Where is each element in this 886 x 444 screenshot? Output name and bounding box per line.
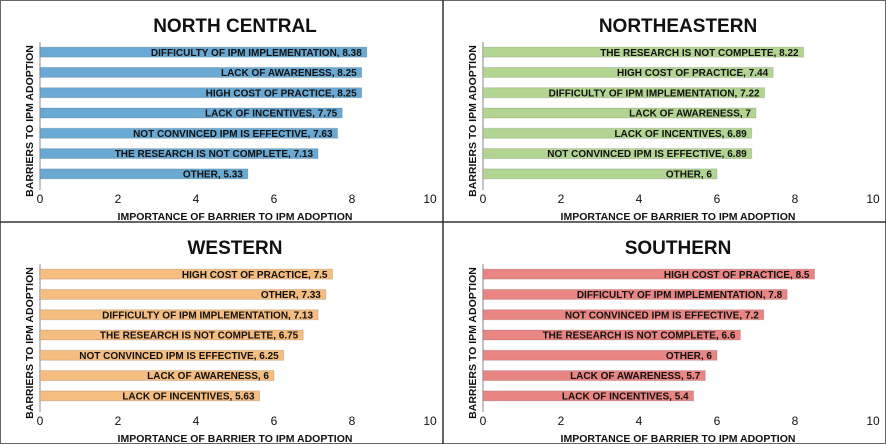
x-tick-label: 8 <box>349 414 356 428</box>
x-tick-label: 0 <box>480 192 487 206</box>
bar <box>39 309 319 321</box>
bar <box>482 370 706 382</box>
x-tick-label: 6 <box>271 192 278 206</box>
bar <box>482 268 815 280</box>
data-label: LACK OF INCENTIVES, 6.89 <box>614 129 747 140</box>
panel-title: NORTHEASTERN <box>599 16 757 37</box>
bar <box>482 46 805 58</box>
x-tick-label: 0 <box>37 414 44 428</box>
bar <box>39 148 319 160</box>
bar <box>39 127 339 139</box>
bar <box>482 168 718 180</box>
x-tick-label: 10 <box>866 414 880 428</box>
bar <box>39 107 343 119</box>
data-label: THE RESEARCH IS NOT COMPLETE, 8.22 <box>600 48 799 59</box>
x-axis-title: IMPORTANCE OF BARRIER TO IPM ADOPTION <box>561 433 796 444</box>
bar <box>482 148 753 160</box>
x-tick-label: 4 <box>193 192 200 206</box>
data-label: OTHER, 6 <box>666 169 713 180</box>
x-tick-label: 2 <box>558 192 565 206</box>
x-tick-label: 8 <box>792 414 799 428</box>
data-label: NOT CONVINCED IPM IS EFFECTIVE, 6.25 <box>79 351 279 362</box>
x-tick-label: 2 <box>115 414 122 428</box>
x-tick-label: 6 <box>714 414 721 428</box>
data-label: LACK OF AWARENESS, 8.25 <box>221 68 357 79</box>
data-label: THE RESEARCH IS NOT COMPLETE, 7.13 <box>115 149 314 160</box>
data-label: HIGH COST OF PRACTICE, 8.25 <box>206 88 358 99</box>
data-label: DIFFICULTY OF IPM IMPLEMENTATION, 7.8 <box>577 290 783 301</box>
data-label: LACK OF AWARENESS, 7 <box>629 109 751 120</box>
x-tick-label: 0 <box>37 192 44 206</box>
y-axis-title: BARRIERS TO IPM ADOPTION <box>24 267 36 419</box>
data-label: LACK OF AWARENESS, 6 <box>147 371 269 382</box>
x-tick-label: 8 <box>792 192 799 206</box>
x-tick-label: 10 <box>423 414 437 428</box>
y-axis-title: BARRIERS TO IPM ADOPTION <box>467 267 479 419</box>
data-label: NOT CONVINCED IPM IS EFFECTIVE, 7.2 <box>565 310 759 321</box>
bar <box>39 168 249 180</box>
data-label: NOT CONVINCED IPM IS EFFECTIVE, 6.89 <box>547 149 747 160</box>
data-label: HIGH COST OF PRACTICE, 8.5 <box>664 270 810 281</box>
bar <box>482 329 741 341</box>
bar <box>482 127 753 139</box>
bar <box>39 390 261 402</box>
data-label: HIGH COST OF PRACTICE, 7.5 <box>182 270 328 281</box>
bar <box>482 87 766 99</box>
data-label: LACK OF INCENTIVES, 7.75 <box>205 109 338 120</box>
data-label: THE RESEARCH IS NOT COMPLETE, 6.75 <box>100 331 299 342</box>
x-tick-label: 2 <box>558 414 565 428</box>
x-tick-label: 2 <box>115 192 122 206</box>
x-tick-label: 10 <box>866 192 880 206</box>
x-axis-title: IMPORTANCE OF BARRIER TO IPM ADOPTION <box>118 433 353 444</box>
panel-title: SOUTHERN <box>625 238 732 259</box>
bar <box>39 329 304 341</box>
bar <box>39 46 368 58</box>
data-label: THE RESEARCH IS NOT COMPLETE, 6.6 <box>543 331 736 342</box>
bar <box>39 349 285 361</box>
x-tick-label: 8 <box>349 192 356 206</box>
bar <box>482 390 695 402</box>
data-label: NOT CONVINCED IPM IS EFFECTIVE, 7.63 <box>133 129 333 140</box>
bar <box>482 66 774 78</box>
x-axis-title: IMPORTANCE OF BARRIER TO IPM ADOPTION <box>561 211 796 223</box>
data-label: LACK OF INCENTIVES, 5.4 <box>562 391 689 402</box>
bar <box>39 268 333 280</box>
x-tick-label: 0 <box>480 414 487 428</box>
bar <box>482 309 765 321</box>
bar <box>482 288 788 300</box>
data-label: HIGH COST OF PRACTICE, 7.44 <box>617 68 769 79</box>
x-tick-label: 6 <box>714 192 721 206</box>
y-axis-title: BARRIERS TO IPM ADOPTION <box>24 45 36 197</box>
panel-title: NORTH CENTRAL <box>153 16 317 37</box>
x-tick-label: 4 <box>193 414 200 428</box>
data-label: OTHER, 6 <box>666 351 713 362</box>
bar <box>482 107 757 119</box>
bar <box>482 349 718 361</box>
x-tick-label: 10 <box>423 192 437 206</box>
x-tick-label: 4 <box>636 414 643 428</box>
y-axis-title: BARRIERS TO IPM ADOPTION <box>467 45 479 197</box>
x-tick-label: 4 <box>636 192 643 206</box>
bar <box>39 370 275 382</box>
panel-title: WESTERN <box>188 238 283 259</box>
data-label: DIFFICULTY OF IPM IMPLEMENTATION, 7.22 <box>549 88 760 99</box>
x-axis-title: IMPORTANCE OF BARRIER TO IPM ADOPTION <box>118 211 353 223</box>
x-tick-label: 6 <box>271 414 278 428</box>
data-label: DIFFICULTY OF IPM IMPLEMENTATION, 7.13 <box>102 310 313 321</box>
data-label: LACK OF AWARENESS, 5.7 <box>570 371 701 382</box>
data-label: DIFFICULTY OF IPM IMPLEMENTATION, 8.38 <box>151 48 362 59</box>
bar <box>39 288 327 300</box>
bar <box>39 87 363 99</box>
data-label: OTHER, 7.33 <box>261 290 321 301</box>
data-label: LACK OF INCENTIVES, 5.63 <box>122 391 255 402</box>
data-label: OTHER, 5.33 <box>183 169 243 180</box>
bar <box>39 66 363 78</box>
